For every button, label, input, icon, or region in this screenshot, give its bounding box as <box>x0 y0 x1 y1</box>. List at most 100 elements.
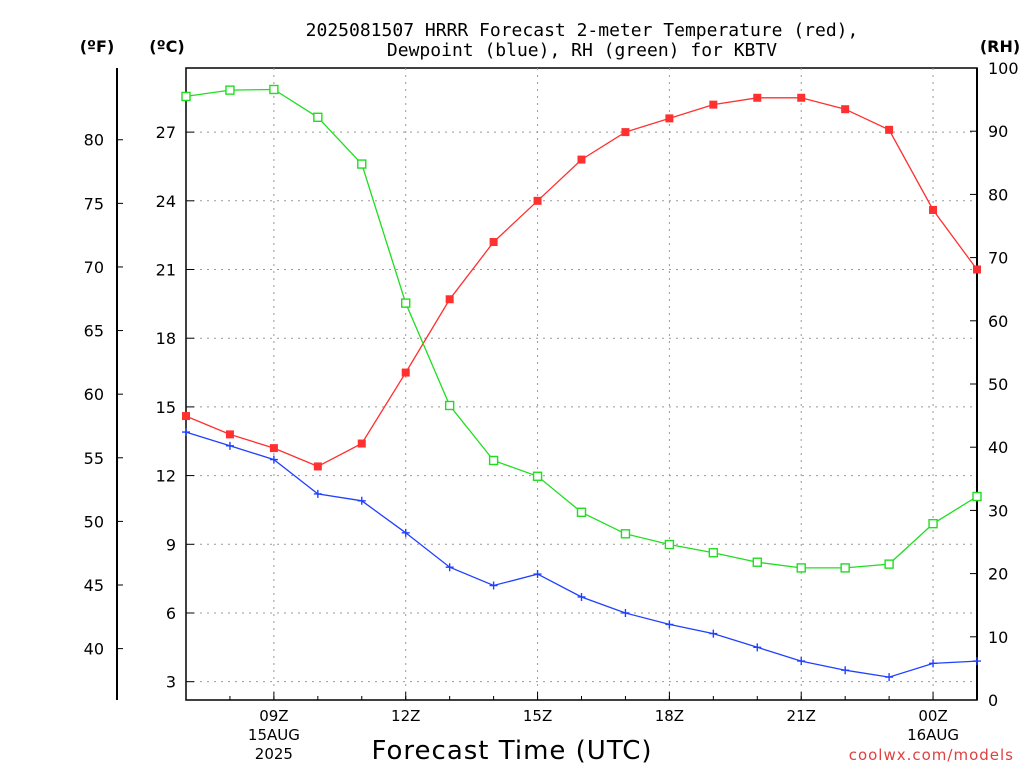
temperature-point <box>665 114 674 123</box>
dewpoint-point <box>709 629 718 638</box>
celsius-tick-label: 21 <box>156 261 176 280</box>
rh-point <box>444 400 455 411</box>
rh-tick-label: 0 <box>988 691 998 710</box>
temperature-point <box>753 93 762 102</box>
dewpoint-point <box>973 657 981 666</box>
series-dewpoint <box>182 428 981 682</box>
fahrenheit-tick-label: 65 <box>84 322 104 341</box>
temperature-point <box>797 93 806 102</box>
rh-tick-label: 40 <box>988 438 1008 457</box>
x-tick-label: 2025 <box>255 745 293 763</box>
rh-point <box>313 112 323 122</box>
temperature-point <box>577 155 586 164</box>
rh-point <box>840 563 850 573</box>
dewpoint-point <box>401 528 410 537</box>
celsius-tick-label: 6 <box>166 604 176 623</box>
celsius-tick-label: 15 <box>156 398 176 417</box>
temperature-point <box>182 412 190 421</box>
temperature-point <box>621 128 630 137</box>
dewpoint-line <box>185 431 978 678</box>
temperature-point <box>929 205 938 214</box>
rh-point <box>269 84 279 95</box>
temperature-point <box>401 368 410 377</box>
rh-point <box>225 85 235 95</box>
x-tick-label: 00Z <box>918 707 947 725</box>
temperature-point <box>357 439 366 448</box>
rh-point <box>357 159 367 169</box>
rh-point <box>620 529 631 539</box>
x-tick-label: 16AUG <box>907 726 959 744</box>
dewpoint-point <box>489 581 498 590</box>
rh-tick-label: 20 <box>988 565 1008 584</box>
temperature-line <box>185 97 978 468</box>
chart-title-line1: 2025081507 HRRR Forecast 2-meter Tempera… <box>306 20 859 41</box>
rh-tick-label: 100 <box>988 59 1019 78</box>
temperature-point <box>225 430 234 439</box>
rh-tick-label: 50 <box>988 375 1008 394</box>
axis-ticks: 3 6 9 12 15 18 21 24 27 40 45 50 55 60 65 70 75 80 0 10 20 30… <box>84 59 1019 763</box>
fahrenheit-tick-label: 50 <box>84 512 104 531</box>
celsius-tick-label: 18 <box>156 329 176 348</box>
dewpoint-point <box>753 643 762 652</box>
x-tick-label: 09Z <box>259 707 288 725</box>
temperature-point <box>489 238 498 247</box>
dewpoint-point <box>621 608 630 617</box>
dewpoint-point <box>182 428 190 437</box>
rh-tick-label: 10 <box>988 628 1008 647</box>
dewpoint-point <box>269 455 278 464</box>
celsius-tick-label: 9 <box>166 535 176 554</box>
fahrenheit-tick-label: 75 <box>84 194 104 213</box>
celsius-tick-label: 12 <box>156 467 176 486</box>
temperature-point <box>313 462 322 471</box>
temperature-point <box>533 196 542 205</box>
x-tick-label: 12Z <box>391 707 420 725</box>
rh-tick-label: 60 <box>988 312 1008 331</box>
x-tick-label: 18Z <box>655 707 684 725</box>
x-tick-label: 15Z <box>523 707 552 725</box>
fahrenheit-tick-label: 70 <box>84 258 104 277</box>
rh-point <box>576 507 587 517</box>
rh-point <box>928 518 938 529</box>
celsius-tick-label: 24 <box>156 192 176 211</box>
fahrenheit-tick-label: 40 <box>84 640 104 659</box>
credit-link[interactable]: coolwx.com/models <box>849 746 1014 764</box>
temperature-point <box>885 125 894 134</box>
temperature-point <box>973 265 981 274</box>
x-axis-label: Forecast Time (UTC) <box>371 736 652 766</box>
temperature-point <box>269 444 278 453</box>
rh-tick-label: 80 <box>988 185 1008 204</box>
rh-point <box>401 298 411 308</box>
fahrenheit-tick-label: 55 <box>84 449 104 468</box>
dewpoint-point <box>841 666 850 675</box>
grid-lines <box>186 68 977 700</box>
fahrenheit-unit-label: (ºF) <box>80 37 115 56</box>
dewpoint-point <box>929 659 938 668</box>
temperature-point <box>709 100 718 109</box>
temperature-point <box>841 105 850 114</box>
fahrenheit-tick-label: 60 <box>84 385 104 404</box>
rh-unit-label: (RH) <box>980 37 1020 56</box>
x-tick-label: 15AUG <box>248 726 300 744</box>
rh-tick-label: 30 <box>988 501 1008 520</box>
data-series <box>181 84 982 682</box>
rh-point <box>972 491 982 502</box>
rh-point <box>708 548 719 558</box>
series-rh <box>181 84 982 573</box>
rh-point <box>181 91 191 102</box>
celsius-tick-label: 27 <box>156 123 176 142</box>
dewpoint-point <box>313 489 322 498</box>
rh-point <box>488 455 499 466</box>
rh-point <box>664 539 675 550</box>
dewpoint-point <box>577 592 586 601</box>
chart-title-line2: Dewpoint (blue), RH (green) for KBTV <box>387 40 777 61</box>
temperature-point <box>445 295 454 304</box>
dewpoint-point <box>665 620 674 629</box>
rh-point <box>884 559 894 569</box>
fahrenheit-tick-label: 45 <box>84 576 104 595</box>
rh-point <box>532 471 543 481</box>
dewpoint-point <box>797 657 806 666</box>
dewpoint-point <box>357 496 366 505</box>
celsius-unit-label: (ºC) <box>149 37 184 56</box>
rh-tick-label: 70 <box>988 249 1008 268</box>
